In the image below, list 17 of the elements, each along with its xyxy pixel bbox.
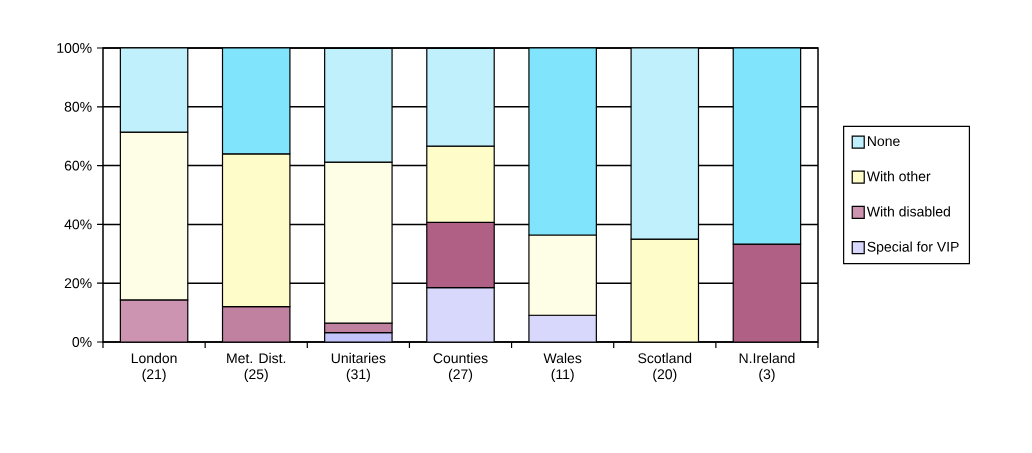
x-tick-label: Counties (27) [433, 352, 488, 382]
y-tick-label: 80% [64, 101, 92, 112]
y-tick-label: 40% [64, 219, 92, 230]
y-tick-label: 0% [72, 337, 92, 347]
x-tick-label: Met. Dist. (25) [227, 352, 286, 382]
legend-label: With other [866, 171, 931, 182]
y-tick-label: 60% [64, 160, 92, 171]
legend-label: Special for VIP [867, 241, 959, 255]
y-tick-label: 100% [57, 43, 92, 53]
legend-label: With disabled [866, 206, 950, 217]
x-tick-label: London (21) [131, 352, 177, 382]
x-tick-label: N.Ireland (3) [739, 352, 795, 382]
y-tick-label: 20% [64, 278, 92, 289]
x-tick-label: Wales (11) [543, 352, 582, 382]
x-tick-label: Unitaries (31) [331, 352, 386, 382]
legend-label: None [867, 136, 900, 147]
x-tick-label: Scotland (20) [638, 352, 692, 382]
